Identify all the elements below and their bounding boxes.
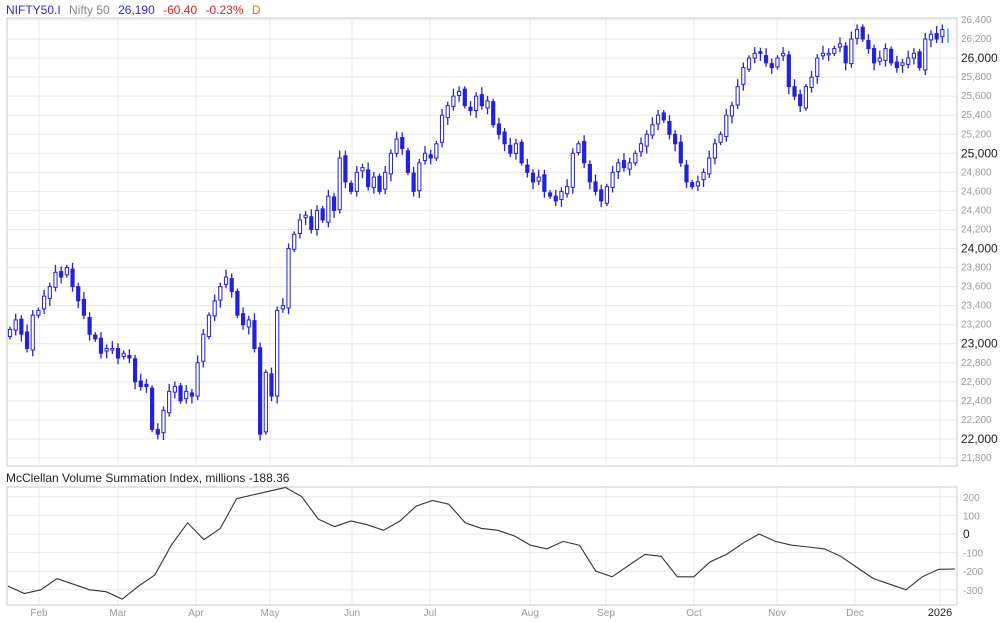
last-price: 26,190 bbox=[118, 3, 155, 17]
indicator-line bbox=[7, 486, 956, 600]
price-axis-label: 22,800 bbox=[961, 358, 992, 369]
price-change: -60.40 bbox=[163, 3, 198, 17]
price-axis-label: 25,200 bbox=[961, 129, 992, 140]
price-axis-label: 24,600 bbox=[961, 186, 992, 197]
price-axis-label: 25,800 bbox=[961, 72, 992, 83]
time-axis-label: May bbox=[261, 608, 280, 619]
time-axis-label: Apr bbox=[188, 608, 204, 619]
indicator-axis-label: 200 bbox=[963, 493, 980, 504]
price-axis-label: 22,600 bbox=[961, 377, 992, 388]
price-axis-label: 23,800 bbox=[961, 263, 992, 274]
price-axis-label: 26,400 bbox=[961, 15, 992, 26]
time-axis-label: Nov bbox=[768, 608, 786, 619]
price-axis-label: 24,400 bbox=[961, 205, 992, 216]
symbol[interactable]: NIFTY50.I bbox=[6, 3, 61, 17]
indicator-panel bbox=[6, 486, 958, 606]
price-axis-label: 26,000 bbox=[961, 51, 998, 65]
price-axis-label: 24,800 bbox=[961, 167, 992, 178]
indicator-axis-label: 0 bbox=[963, 527, 970, 541]
price-axis-label: 24,000 bbox=[961, 242, 998, 256]
time-axis-label: Aug bbox=[521, 608, 539, 619]
price-axis-label: 23,400 bbox=[961, 301, 992, 312]
price-axis-label: 26,200 bbox=[961, 34, 992, 45]
time-axis-label: Mar bbox=[109, 608, 127, 619]
price-axis-label: 23,000 bbox=[961, 337, 998, 351]
price-axis-label: 25,000 bbox=[961, 146, 998, 160]
time-axis-label: Dec bbox=[846, 608, 864, 619]
price-axis-label: 25,400 bbox=[961, 110, 992, 121]
price-axis-label: 22,000 bbox=[961, 432, 998, 446]
indicator-axis-label: -200 bbox=[963, 567, 983, 578]
period-selector[interactable]: D bbox=[251, 3, 261, 17]
chart-header: NIFTY50.I Nifty 50 26,190 -60.40 -0.23% … bbox=[6, 3, 266, 17]
price-change-percent: -0.23% bbox=[205, 3, 244, 17]
price-axis-label: 21,800 bbox=[961, 453, 992, 464]
time-axis-label: Feb bbox=[30, 608, 48, 619]
time-axis-label: Jun bbox=[344, 608, 360, 619]
time-axis-label: Sep bbox=[597, 608, 615, 619]
candlesticks bbox=[7, 24, 949, 441]
indicator-axis-label: -100 bbox=[963, 549, 983, 560]
indicator-title: McClellan Volume Summation Index, millio… bbox=[6, 471, 290, 485]
indicator-axis-label: 100 bbox=[963, 511, 980, 522]
time-axis-label: 2026 bbox=[928, 607, 952, 619]
time-axis-label: Oct bbox=[686, 608, 702, 619]
price-axis-label: 25,600 bbox=[961, 91, 992, 102]
instrument-name: Nifty 50 bbox=[69, 3, 110, 17]
price-axis-label: 23,600 bbox=[961, 282, 992, 293]
time-axis-label: Jul bbox=[424, 608, 437, 619]
price-panel bbox=[6, 17, 958, 467]
price-axis-label: 22,200 bbox=[961, 415, 992, 426]
price-axis-label: 22,400 bbox=[961, 396, 992, 407]
price-axis-label: 24,200 bbox=[961, 224, 992, 235]
indicator-axis-label: -300 bbox=[963, 586, 983, 597]
price-axis-label: 23,200 bbox=[961, 320, 992, 331]
